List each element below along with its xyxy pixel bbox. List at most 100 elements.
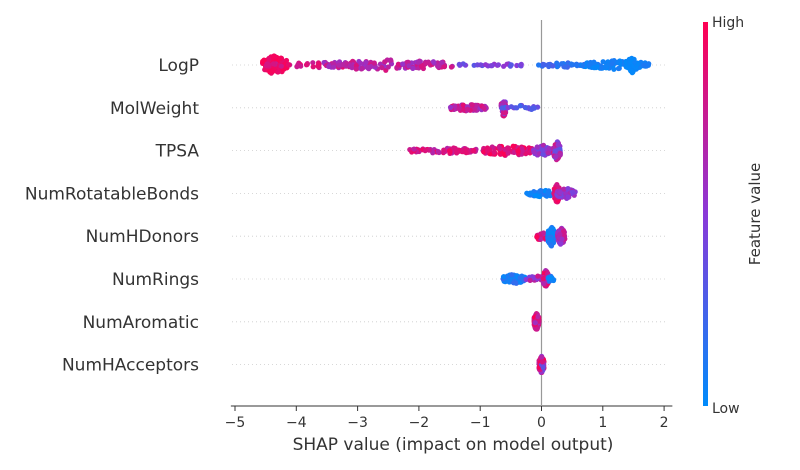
colorbar-high-label: High: [712, 15, 744, 31]
shap-dot: [270, 68, 276, 75]
shap-dot: [464, 106, 471, 112]
shap-dot: [557, 189, 563, 195]
shap-dot: [501, 274, 507, 280]
shap-dot: [411, 146, 417, 152]
shap-dots: [260, 53, 652, 375]
shap-dot: [538, 236, 544, 242]
shap-dot: [507, 277, 513, 283]
colorbar-gradient: [703, 22, 708, 406]
shap-dot: [539, 147, 546, 153]
shap-dot: [452, 145, 458, 152]
shap-dot: [382, 59, 388, 65]
shap-dot: [554, 60, 560, 66]
shap-dot: [483, 62, 489, 68]
shap-dot: [509, 272, 515, 278]
x-tick-label: −4: [286, 415, 307, 431]
shap-dot: [557, 152, 563, 158]
shap-dot: [285, 62, 291, 68]
feature-label: NumHAcceptors: [62, 356, 199, 376]
shap-dot: [487, 147, 493, 153]
shap-dot: [628, 56, 635, 62]
shap-dot: [522, 104, 528, 111]
shap-dot: [363, 59, 369, 65]
shap-dot: [586, 63, 592, 69]
shap-dot: [502, 110, 508, 116]
feature-label: NumRotatableBonds: [25, 184, 199, 204]
shap-dot: [456, 61, 462, 67]
shap-dot: [505, 145, 511, 151]
shap-dot: [310, 64, 316, 70]
shap-dot: [447, 104, 454, 110]
shap-dot: [535, 273, 541, 279]
shap-dot: [593, 64, 599, 71]
shap-dot: [441, 147, 447, 153]
shap-dot: [265, 62, 272, 68]
shap-dot: [347, 63, 353, 69]
shap-dot: [540, 276, 547, 282]
shap-dot: [510, 143, 516, 149]
shap-dot: [278, 55, 284, 61]
shap-dot: [539, 354, 545, 360]
feature-label: NumHDonors: [86, 227, 199, 247]
shap-dot: [336, 62, 342, 68]
shap-dot: [598, 65, 604, 71]
shap-dot: [310, 60, 316, 66]
shap-dot: [531, 105, 537, 111]
shap-dot: [456, 106, 462, 112]
shap-dot: [541, 62, 548, 68]
shap-dot: [353, 66, 359, 72]
shap-dot: [278, 63, 284, 69]
shap-dot: [513, 280, 519, 286]
shap-dot: [615, 65, 622, 72]
shap-dot: [525, 191, 531, 197]
shap-dot: [365, 64, 371, 70]
x-ticks: −5 −4 −3 −2 −1 0 1 2: [225, 406, 669, 431]
shap-dot: [534, 234, 540, 240]
shap-dot: [371, 60, 377, 66]
shap-dot: [501, 151, 507, 157]
shap-dot: [518, 61, 524, 67]
x-axis: −5 −4 −3 −2 −1 0 1 2 SHAP value (impact on mode…: [225, 405, 673, 455]
shap-dot: [298, 63, 304, 69]
x-tick-label: 0: [537, 415, 546, 431]
shap-dot: [422, 148, 428, 154]
shap-dot: [609, 61, 615, 67]
shap-dot: [266, 57, 272, 63]
shap-dot: [559, 236, 565, 242]
shap-dot: [469, 102, 475, 108]
shap-dot: [565, 186, 571, 192]
shap-dot: [495, 62, 501, 68]
shap-dot: [519, 148, 525, 154]
x-tick-label: −5: [225, 415, 246, 431]
feature-label: NumRings: [112, 270, 199, 290]
shap-dot: [539, 359, 546, 365]
shap-dot: [478, 62, 484, 68]
shap-dot: [625, 65, 631, 71]
shap-dot: [416, 59, 422, 65]
shap-dot: [552, 148, 558, 154]
shap-dot: [645, 62, 652, 68]
shap-dot: [385, 64, 391, 70]
shap-dot: [358, 60, 364, 66]
shap-dot: [580, 63, 586, 69]
shap-dot: [315, 63, 321, 69]
shap-dot: [535, 313, 541, 320]
shap-dot: [561, 186, 567, 192]
shap-dot: [491, 149, 497, 155]
shap-dot: [541, 281, 547, 287]
shap-dot: [436, 63, 442, 69]
shap-dot: [423, 60, 429, 67]
shap-dot: [540, 151, 546, 157]
shap-dot: [473, 102, 479, 108]
shap-dot: [527, 277, 533, 283]
shap-dot: [505, 150, 511, 156]
feature-label: MolWeight: [110, 99, 199, 119]
shap-dot: [534, 326, 540, 332]
shap-dot: [558, 241, 564, 247]
shap-dot: [565, 194, 571, 200]
shap-dot: [508, 62, 514, 68]
shap-dot: [303, 62, 310, 68]
x-tick-label: 2: [660, 415, 669, 431]
shap-dot: [441, 64, 447, 70]
